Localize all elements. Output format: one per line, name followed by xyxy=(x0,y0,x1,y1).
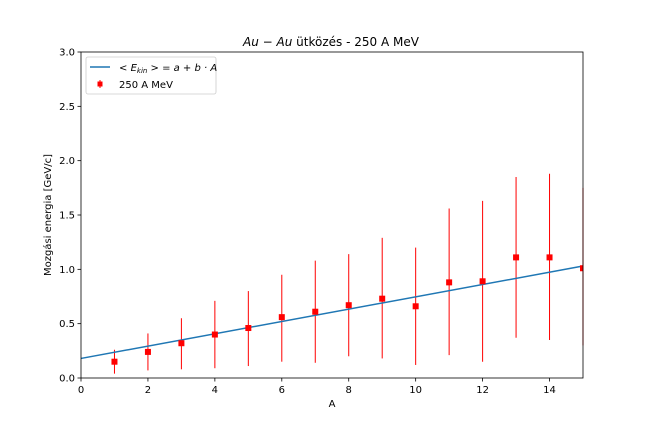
x-tick-label: 2 xyxy=(145,385,151,396)
data-point xyxy=(379,295,386,302)
y-tick-label: 2.0 xyxy=(59,156,75,167)
y-tick-label: 0.0 xyxy=(59,374,75,385)
legend-errorbar-label: 250 A MeV xyxy=(119,80,173,91)
x-tick-label: 0 xyxy=(78,385,84,396)
chart-title-rest: ütközés - 250 A MeV xyxy=(292,35,419,49)
x-tick-label: 8 xyxy=(346,385,352,396)
y-tick-label: 1.5 xyxy=(59,211,75,222)
x-tick-label: 12 xyxy=(476,385,489,396)
legend-fit-line-label: < Ekin > = a + b · A xyxy=(119,63,217,75)
legend-errorbar-swatch-marker xyxy=(97,81,103,87)
chart-title-math: Au − Au xyxy=(242,35,293,49)
data-point xyxy=(245,325,252,332)
data-point xyxy=(546,254,553,261)
data-point xyxy=(345,302,352,309)
markers-group xyxy=(111,254,583,365)
y-tick-label: 2.5 xyxy=(59,102,75,113)
x-tick-label: 10 xyxy=(409,385,422,396)
y-tick-label: 3.0 xyxy=(59,48,75,59)
x-tick-label: 14 xyxy=(543,385,556,396)
y-axis-label: Mozgási energia [GeV/c] xyxy=(42,154,54,276)
chart-title: Au − Au ütközés - 250 A MeV xyxy=(242,35,420,49)
data-point xyxy=(513,254,520,261)
legend-fit-lhs: < xyxy=(119,63,131,74)
data-point xyxy=(580,265,583,272)
fit-line-group xyxy=(80,265,584,360)
plot-area xyxy=(80,51,584,379)
legend-box xyxy=(85,56,217,95)
x-axis-label: A xyxy=(329,399,336,410)
x-tick-label: 6 xyxy=(279,385,285,396)
legend-fit-e: E xyxy=(131,63,138,74)
data-point xyxy=(412,303,419,310)
data-point xyxy=(446,279,453,286)
data-point xyxy=(278,314,285,321)
y-tick-label: 0.5 xyxy=(59,319,75,330)
data-point xyxy=(178,340,185,347)
legend-fit-rhs: > = a + b · A xyxy=(147,63,217,74)
data-point xyxy=(111,358,118,365)
x-axis: 0 2 4 6 8 10 12 14 xyxy=(78,378,556,396)
y-tick-label: 1.0 xyxy=(59,265,75,276)
y-axis: 0.0 0.5 1.0 1.5 2.0 2.5 3.0 xyxy=(59,48,81,385)
x-tick-label: 4 xyxy=(212,385,218,396)
data-point xyxy=(211,331,218,338)
data-point xyxy=(144,348,151,355)
legend-fit-sub: kin xyxy=(137,67,147,75)
data-point xyxy=(312,308,319,315)
fit-line xyxy=(80,265,584,360)
legend: < Ekin > = a + b · A 250 A MeV xyxy=(85,56,217,95)
data-point xyxy=(479,278,486,285)
